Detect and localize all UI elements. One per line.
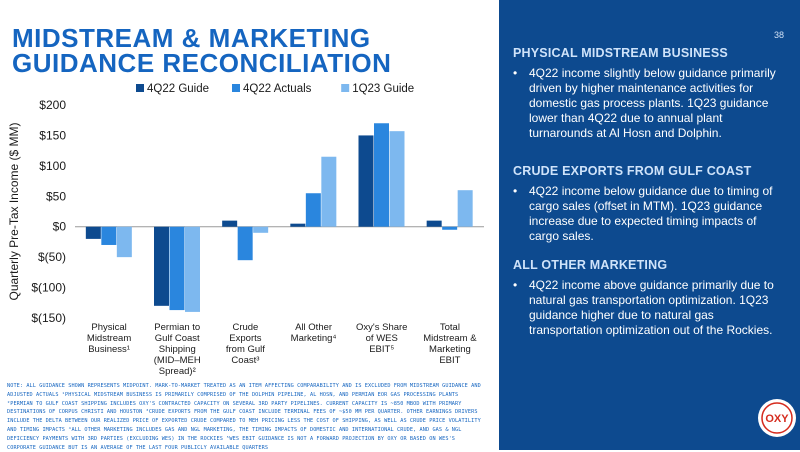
bar	[374, 123, 389, 227]
bar	[116, 226, 132, 258]
legend-label: 4Q22 Actuals	[243, 83, 312, 95]
section-heading: CRUDE EXPORTS FROM GULF COAST	[513, 164, 752, 178]
page-number: 38	[773, 30, 784, 40]
y-tick-label: $200	[39, 98, 66, 112]
y-tick-label: $100	[39, 159, 66, 173]
bar	[222, 220, 238, 227]
bar	[358, 135, 374, 227]
x-category-label: All Other Marketing⁴	[291, 322, 337, 344]
x-category-label: Physical Midstream Business¹	[87, 322, 131, 355]
legend-swatch	[136, 84, 144, 92]
section-heading: PHYSICAL MIDSTREAM BUSINESS	[513, 46, 728, 60]
footnote: NOTE: ALL GUIDANCE SHOWN REPRESENTS MIDP…	[7, 383, 481, 451]
page-title: MIDSTREAM & MARKETING GUIDANCE RECONCILI…	[12, 23, 392, 78]
section-crude-exports: CRUDE EXPORTS FROM GULF COAST • 4Q22 inco…	[513, 164, 785, 244]
y-tick-label: $50	[46, 189, 66, 203]
bar	[305, 193, 321, 227]
x-category-label: Total Midstream & Marketing EBIT	[423, 322, 477, 366]
legend-swatch	[341, 84, 350, 92]
bar-chart: Quarterly Pre-Tax Income ($ MM) $200 $150 $…	[7, 83, 484, 377]
bar	[457, 190, 473, 227]
bar	[101, 226, 117, 245]
oxy-logo: OXY	[758, 399, 796, 437]
y-tick-label: $(50)	[38, 250, 66, 264]
bar	[442, 226, 458, 230]
legend-label: 1Q23 Guide	[352, 83, 414, 95]
bar	[426, 220, 442, 227]
section-bullet: • 4Q22 income slightly below guidance pri…	[513, 66, 776, 140]
bar	[185, 226, 200, 312]
x-category-label: Crude Exports from Gulf Coast³	[226, 322, 265, 366]
bar	[85, 226, 101, 239]
bar	[389, 131, 405, 227]
legend-label: 4Q22 Guide	[147, 83, 209, 95]
y-tick-label: $(100)	[31, 281, 66, 295]
bar	[253, 226, 269, 233]
logo-text: OXY	[765, 413, 789, 425]
bar	[290, 223, 306, 227]
section-bullet: • 4Q22 income below guidance due to timin…	[513, 184, 773, 243]
legend-swatch	[232, 84, 240, 92]
section-physical-midstream: PHYSICAL MIDSTREAM BUSINESS • 4Q22 income…	[513, 46, 785, 141]
y-tick-label: $150	[39, 128, 66, 142]
y-axis-title: Quarterly Pre-Tax Income ($ MM)	[7, 122, 21, 300]
section-bullet: • 4Q22 income above guidance primarily du…	[513, 278, 774, 337]
y-tick-label: $(150)	[31, 311, 66, 325]
bar	[154, 226, 169, 306]
section-all-other-marketing: ALL OTHER MARKETING • 4Q22 income above g…	[513, 258, 785, 338]
bar	[237, 226, 253, 261]
bar	[169, 226, 185, 311]
section-heading: ALL OTHER MARKETING	[513, 258, 668, 272]
x-category-label: Oxy's Share of WES EBIT⁵	[356, 322, 407, 355]
commentary-panel: 38 PHYSICAL MIDSTREAM BUSINESS • 4Q22 inc…	[499, 0, 800, 450]
x-category-label: Permian to Gulf Coast Shipping (MID–MEH Spre…	[154, 322, 201, 377]
y-tick-label: $0	[53, 220, 67, 234]
bar	[321, 156, 337, 227]
